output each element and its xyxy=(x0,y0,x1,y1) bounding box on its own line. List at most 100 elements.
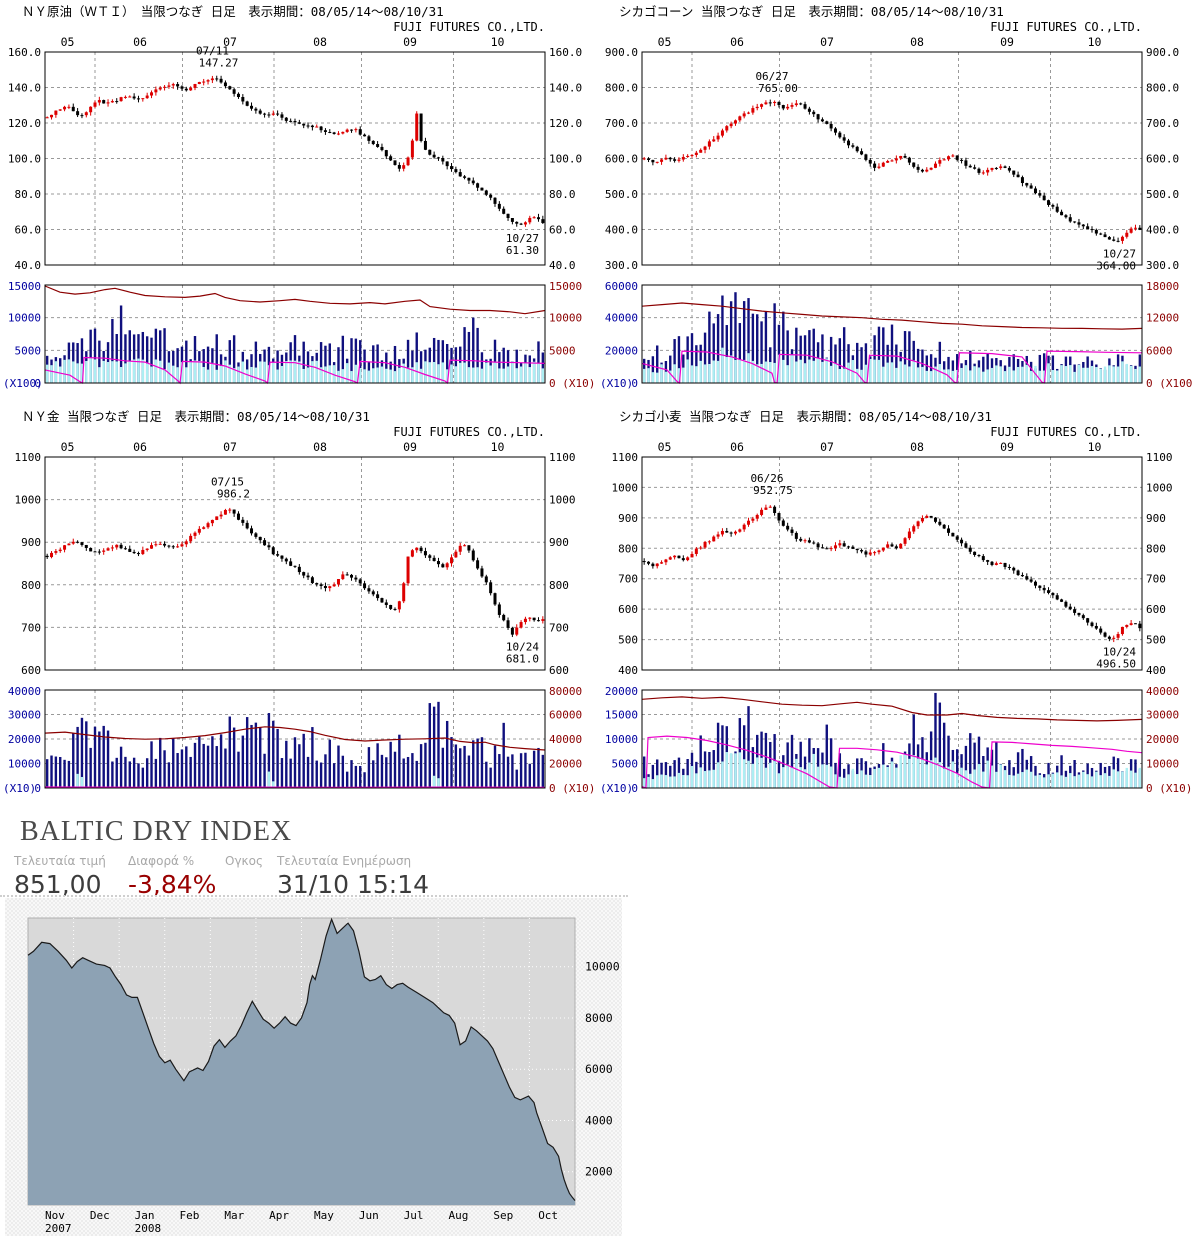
svg-text:06: 06 xyxy=(730,35,744,49)
svg-text:700: 700 xyxy=(618,573,638,586)
svg-text:30000: 30000 xyxy=(8,709,41,722)
svg-text:07: 07 xyxy=(820,440,834,454)
svg-text:5000: 5000 xyxy=(15,344,42,357)
svg-text:07/11: 07/11 xyxy=(196,45,229,58)
svg-text:0 (X10): 0 (X10) xyxy=(549,377,595,390)
svg-text:160.0: 160.0 xyxy=(8,46,41,59)
svg-text:(X10): (X10) xyxy=(600,782,633,795)
svg-text:10000: 10000 xyxy=(8,312,41,325)
svg-text:700.0: 700.0 xyxy=(1146,117,1179,130)
svg-text:10000: 10000 xyxy=(1146,758,1179,771)
svg-text:700: 700 xyxy=(1146,573,1166,586)
svg-text:10/27: 10/27 xyxy=(506,232,539,245)
svg-text:40000: 40000 xyxy=(8,685,41,698)
baltic-stat-last-update: Τελευταία Ενημέρωση 31/10 15:14 xyxy=(277,854,429,899)
svg-text:900: 900 xyxy=(1146,512,1166,525)
svg-text:Jul: Jul xyxy=(404,1209,424,1222)
svg-text:800: 800 xyxy=(21,579,41,592)
svg-text:09: 09 xyxy=(1000,440,1014,454)
svg-text:40000: 40000 xyxy=(605,312,638,325)
svg-text:08: 08 xyxy=(910,440,924,454)
futures-chart-panel-chicago-corn: シカゴコーン 当限つなぎ 日足 表示期間：08/05/14～08/10/31 FU… xyxy=(597,0,1193,400)
svg-text:10000: 10000 xyxy=(549,312,582,325)
svg-text:1000: 1000 xyxy=(549,494,576,507)
svg-text:18000: 18000 xyxy=(1146,280,1179,293)
svg-text:05: 05 xyxy=(658,440,672,454)
svg-text:40.0: 40.0 xyxy=(15,259,42,272)
svg-text:07/15: 07/15 xyxy=(211,475,244,488)
svg-text:Aug: Aug xyxy=(449,1209,469,1222)
svg-text:60.0: 60.0 xyxy=(549,224,576,237)
svg-text:15000: 15000 xyxy=(8,280,41,293)
svg-text:05: 05 xyxy=(61,440,75,454)
svg-text:10/27: 10/27 xyxy=(1103,247,1136,260)
svg-text:60.0: 60.0 xyxy=(15,224,42,237)
candles-layer xyxy=(642,504,1142,643)
svg-text:600.0: 600.0 xyxy=(605,153,638,166)
volume-layer xyxy=(45,701,545,788)
svg-text:06: 06 xyxy=(133,440,147,454)
baltic-stat-label: Διαφορά % xyxy=(128,854,195,868)
svg-text:160.0: 160.0 xyxy=(549,46,582,59)
svg-text:10000: 10000 xyxy=(605,733,638,746)
svg-text:07: 07 xyxy=(223,440,237,454)
svg-text:120.0: 120.0 xyxy=(8,117,41,130)
svg-text:80000: 80000 xyxy=(549,685,582,698)
candles-layer xyxy=(45,75,545,227)
candlestick-chart-corn: シカゴコーン 当限つなぎ 日足 表示期間：08/05/14～08/10/31FU… xyxy=(600,4,1193,390)
svg-text:800.0: 800.0 xyxy=(605,82,638,95)
svg-text:765.00: 765.00 xyxy=(758,82,798,95)
svg-text:147.27: 147.27 xyxy=(199,57,239,70)
svg-text:10: 10 xyxy=(1088,440,1102,454)
svg-text:986.2: 986.2 xyxy=(217,487,250,500)
svg-text:1000: 1000 xyxy=(15,494,42,507)
svg-text:600: 600 xyxy=(21,664,41,677)
volume-layer xyxy=(642,292,1142,383)
svg-text:09: 09 xyxy=(403,440,417,454)
svg-text:0: 0 xyxy=(34,377,41,390)
svg-text:FUJI FUTURES CO.,LTD.: FUJI FUTURES CO.,LTD. xyxy=(990,20,1142,34)
svg-text:2007: 2007 xyxy=(45,1222,72,1235)
baltic-chart-svg: 10000 8000 6000 4000 2000 Nov Dec Jan Feb Mar Apr M… xyxy=(27,917,620,1235)
svg-text:10: 10 xyxy=(1088,35,1102,49)
svg-text:08: 08 xyxy=(313,35,327,49)
svg-text:シカゴコーン 当限つなぎ 日足 表示期間：08/05/14～: シカゴコーン 当限つなぎ 日足 表示期間：08/05/14～08/10/31 xyxy=(619,4,1004,19)
svg-text:900: 900 xyxy=(618,512,638,525)
svg-text:Jun: Jun xyxy=(359,1209,379,1222)
svg-text:Dec: Dec xyxy=(90,1209,110,1222)
svg-text:(X100): (X100) xyxy=(3,377,43,390)
svg-text:700.0: 700.0 xyxy=(605,117,638,130)
svg-text:20000: 20000 xyxy=(1146,733,1179,746)
svg-text:1000: 1000 xyxy=(612,481,639,494)
svg-text:ＮＹ金 当限つなぎ 日足 表示期間：08/05/14～08/: ＮＹ金 当限つなぎ 日足 表示期間：08/05/14～08/10/31 xyxy=(22,409,370,424)
svg-text:06/27: 06/27 xyxy=(755,70,788,83)
svg-text:400.0: 400.0 xyxy=(1146,224,1179,237)
svg-text:Feb: Feb xyxy=(180,1209,200,1222)
volume-layer xyxy=(45,305,545,383)
svg-text:6000: 6000 xyxy=(1146,344,1173,357)
svg-text:10/24: 10/24 xyxy=(506,640,539,653)
baltic-stat-last-price: Τελευταία τιμή 851,00 xyxy=(14,854,106,899)
baltic-dry-index-section: BALTIC DRY INDEX Τελευταία τιμή 851,00 Δ… xyxy=(0,810,640,1236)
svg-text:10000: 10000 xyxy=(585,960,620,974)
svg-text:120.0: 120.0 xyxy=(549,117,582,130)
svg-text:140.0: 140.0 xyxy=(8,82,41,95)
svg-text:10000: 10000 xyxy=(8,758,41,771)
svg-text:60000: 60000 xyxy=(549,709,582,722)
svg-text:20000: 20000 xyxy=(605,344,638,357)
svg-text:80.0: 80.0 xyxy=(15,188,42,201)
svg-text:05: 05 xyxy=(61,35,75,49)
svg-text:20000: 20000 xyxy=(605,685,638,698)
svg-text:300.0: 300.0 xyxy=(605,259,638,272)
svg-text:1100: 1100 xyxy=(15,451,42,464)
svg-text:1100: 1100 xyxy=(1146,451,1173,464)
svg-text:1000: 1000 xyxy=(1146,481,1173,494)
svg-text:140.0: 140.0 xyxy=(549,82,582,95)
volume-layer xyxy=(642,692,1142,788)
svg-text:10: 10 xyxy=(491,35,505,49)
svg-text:ＮＹ原油（ＷＴＩ） 当限つなぎ 日足 表示期間：08/05/: ＮＹ原油（ＷＴＩ） 当限つなぎ 日足 表示期間：08/05/14～08/10/3… xyxy=(22,4,444,19)
svg-text:400: 400 xyxy=(618,664,638,677)
svg-text:100.0: 100.0 xyxy=(549,153,582,166)
svg-text:800.0: 800.0 xyxy=(1146,82,1179,95)
svg-text:400.0: 400.0 xyxy=(605,224,638,237)
